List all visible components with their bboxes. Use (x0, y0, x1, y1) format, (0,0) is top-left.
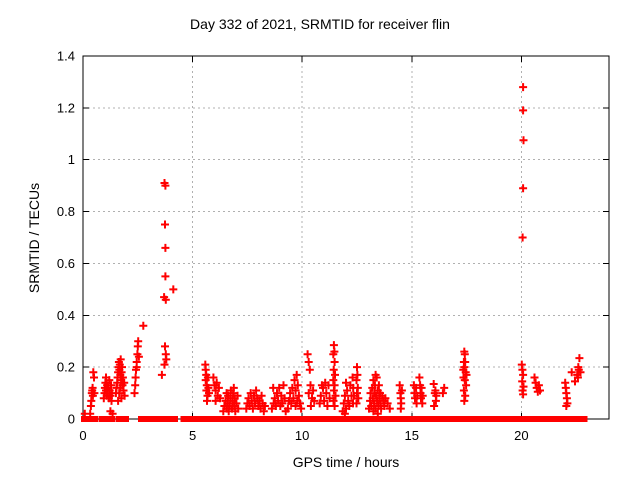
y-tick-label: 1.2 (57, 100, 75, 115)
x-tick-label: 5 (189, 428, 196, 443)
zero-value-band (385, 416, 402, 422)
data-points (80, 83, 585, 418)
x-tick-label: 0 (79, 428, 86, 443)
zero-value-band (546, 416, 563, 422)
zero-value-band (576, 416, 588, 422)
zero-value-band (180, 416, 199, 422)
x-axis-label: GPS time / hours (292, 454, 400, 470)
zero-value-band (302, 416, 315, 422)
zero-value-band (81, 416, 99, 422)
zero-value-band (313, 416, 333, 422)
zero-value-band (535, 416, 549, 422)
zero-value-band (99, 416, 115, 422)
zero-value-band (399, 416, 417, 422)
zero-value-band (115, 416, 129, 422)
zero-value-band (472, 416, 522, 422)
y-tick-label: 0.8 (57, 204, 75, 219)
zero-value-band (358, 416, 373, 422)
zero-value-band (519, 416, 536, 422)
y-tick-label: 1.4 (57, 49, 75, 64)
zero-value-band (330, 416, 353, 422)
x-tick-label: 10 (295, 428, 309, 443)
chart-title: Day 332 of 2021, SRMTID for receiver fli… (190, 16, 450, 32)
zero-value-band (238, 416, 264, 422)
zero-value-band (196, 416, 224, 422)
zero-value-band (262, 416, 271, 422)
y-tick-label: 0 (68, 412, 75, 427)
x-tick-label: 20 (514, 428, 528, 443)
y-tick-label: 1 (68, 152, 75, 167)
zero-value-band (561, 416, 580, 422)
zero-value-band (269, 416, 304, 422)
zero-value-band (222, 416, 241, 422)
zero-value-band (414, 416, 443, 422)
zero-value-band (440, 416, 474, 422)
y-tick-label: 0.4 (57, 308, 75, 323)
x-tick-label: 15 (405, 428, 419, 443)
y-tick-label: 0.6 (57, 256, 75, 271)
zero-value-band (351, 416, 361, 422)
y-tick-label: 0.2 (57, 360, 75, 375)
zero-value-band (369, 416, 388, 422)
y-axis-label: SRMTID / TECUs (26, 182, 42, 294)
zero-value-band (138, 416, 178, 422)
